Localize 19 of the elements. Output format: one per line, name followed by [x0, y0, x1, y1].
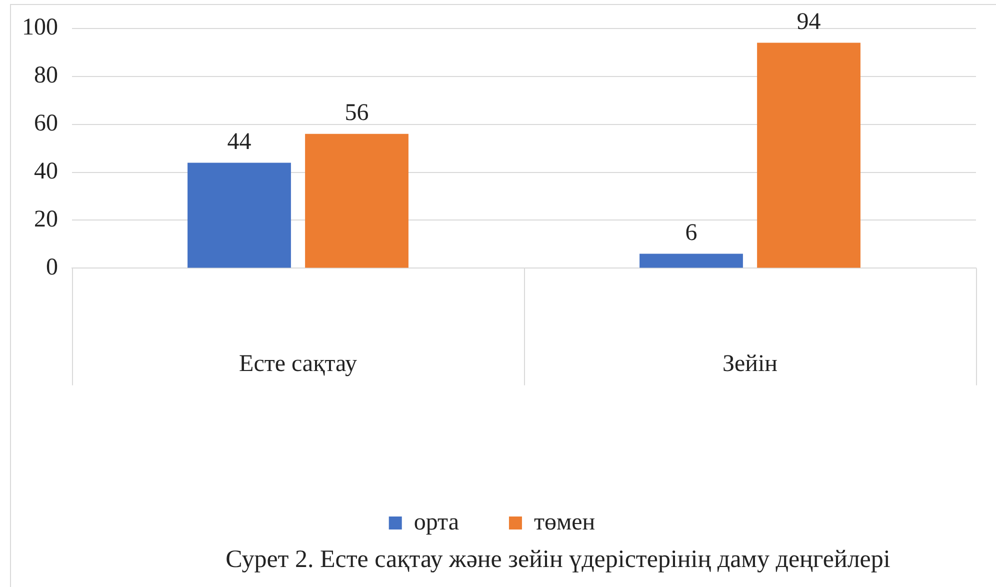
- y-tick-label: 40: [34, 158, 58, 185]
- legend-label: төмен: [534, 509, 596, 536]
- bar: [640, 254, 743, 268]
- data-label: 44: [227, 128, 252, 155]
- x-tick-label: Зейін: [722, 350, 778, 377]
- x-tick-label: Есте сақтау: [239, 350, 357, 377]
- text: Сурет 2. Есте сақтау және зейін үдерістерінің даму деңгейлері: [224, 546, 892, 574]
- y-tick-label: 100: [22, 14, 58, 41]
- bar: [188, 162, 291, 268]
- data-label: 94: [796, 9, 821, 36]
- bar: [757, 42, 860, 268]
- data-label: 6: [685, 220, 698, 246]
- y-tick-label: 80: [34, 62, 58, 89]
- bar: [305, 134, 408, 268]
- y-tick-label: 60: [34, 110, 58, 137]
- legend-label: орта: [414, 509, 460, 536]
- y-tick-label: 0: [46, 254, 58, 280]
- data-label: 56: [344, 100, 369, 126]
- y-tick-label: 20: [34, 206, 58, 233]
